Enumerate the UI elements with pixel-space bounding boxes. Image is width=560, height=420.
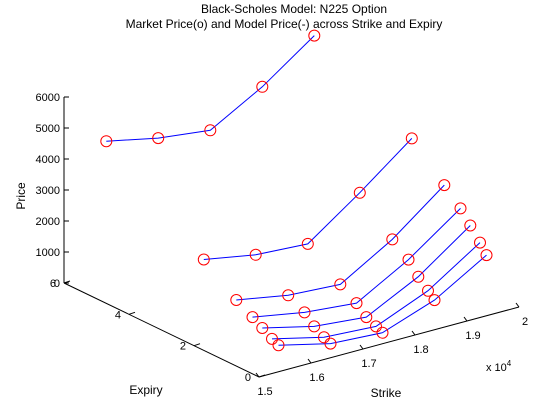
z-tick-label: 3000 bbox=[36, 185, 60, 197]
series-expiry bbox=[230, 179, 451, 306]
y-tick-mark bbox=[193, 343, 201, 347]
market-price-marker bbox=[152, 132, 165, 145]
market-price-marker bbox=[256, 322, 269, 334]
z-tick-label: 5000 bbox=[36, 123, 60, 135]
market-price-marker bbox=[350, 297, 363, 310]
x-tick-mark bbox=[359, 344, 364, 350]
market-price-marker bbox=[405, 132, 418, 145]
market-price-marker bbox=[256, 80, 269, 93]
x-axis-label: Strike bbox=[371, 386, 402, 400]
market-price-marker bbox=[370, 320, 382, 333]
series-expiry bbox=[256, 219, 477, 334]
model-price-line bbox=[252, 208, 461, 318]
x-exponent-label: x 104 bbox=[486, 359, 512, 374]
chart-title: Black-Scholes Model: N225 Option bbox=[201, 2, 387, 16]
x-exponent-power: 4 bbox=[507, 359, 512, 368]
x-tick-mark bbox=[307, 358, 312, 364]
market-price-marker bbox=[474, 236, 486, 249]
market-price-marker bbox=[272, 339, 285, 352]
series-expiry bbox=[246, 202, 467, 324]
y-axis-line bbox=[63, 282, 260, 378]
x-axis-ticks: 1.5 1.6 1.7 1.8 1.9 2 bbox=[255, 302, 528, 398]
y-axis-ticks: 0 2 4 6 bbox=[50, 278, 266, 384]
market-price-marker bbox=[353, 186, 366, 199]
z-tick-label: 1000 bbox=[36, 247, 60, 259]
x-tick-mark bbox=[255, 372, 260, 378]
market-price-marker bbox=[334, 278, 347, 291]
x-tick-mark bbox=[411, 330, 416, 336]
model-price-line bbox=[271, 242, 481, 340]
market-price-marker bbox=[197, 253, 210, 266]
market-price-marker bbox=[318, 331, 330, 344]
model-price-line bbox=[262, 225, 471, 329]
y-tick-mark bbox=[128, 311, 136, 315]
model-price-line bbox=[278, 254, 487, 346]
model-price-line bbox=[203, 138, 413, 260]
x-tick-label: 1.8 bbox=[413, 344, 428, 356]
market-price-marker bbox=[386, 233, 399, 246]
market-price-marker bbox=[301, 237, 314, 250]
model-price-line bbox=[236, 184, 445, 301]
z-tick-label: 4000 bbox=[36, 154, 60, 166]
market-price-marker bbox=[422, 284, 434, 297]
market-price-marker bbox=[438, 179, 451, 192]
market-price-marker bbox=[204, 124, 217, 137]
z-axis-ticks: 0 1000 2000 3000 4000 5000 6000 bbox=[36, 92, 69, 290]
market-price-marker bbox=[100, 135, 113, 148]
market-price-marker bbox=[308, 29, 321, 42]
y-tick-label: 4 bbox=[115, 309, 121, 321]
x-axis-line bbox=[258, 306, 520, 378]
series-expiry bbox=[266, 236, 486, 345]
z-tick-label: 0 bbox=[54, 278, 60, 290]
z-tick-label: 6000 bbox=[36, 92, 60, 104]
market-price-marker bbox=[402, 253, 415, 266]
market-price-marker bbox=[230, 294, 243, 306]
x-tick-label: 2 bbox=[522, 316, 528, 328]
series-layer bbox=[100, 29, 493, 352]
x-tick-label: 1.9 bbox=[465, 330, 480, 342]
market-price-marker bbox=[246, 311, 259, 324]
x-tick-label: 1.5 bbox=[257, 386, 272, 398]
market-price-marker bbox=[480, 249, 493, 262]
y-axis-label: Expiry bbox=[129, 383, 162, 397]
market-price-marker bbox=[428, 294, 441, 307]
market-price-marker bbox=[266, 332, 278, 345]
model-price-line bbox=[106, 35, 315, 142]
series-expiry bbox=[272, 249, 493, 352]
market-price-marker bbox=[298, 306, 311, 319]
x-tick-mark bbox=[463, 316, 468, 322]
market-price-marker bbox=[308, 320, 321, 333]
market-price-marker bbox=[324, 337, 337, 350]
y-tick-label: 0 bbox=[245, 372, 251, 384]
x-tick-label: 1.7 bbox=[361, 358, 376, 370]
x-tick-mark bbox=[515, 302, 520, 308]
market-price-marker bbox=[249, 248, 262, 261]
x-tick-label: 1.6 bbox=[309, 372, 324, 384]
market-price-marker bbox=[282, 289, 295, 302]
z-tick-label: 2000 bbox=[36, 216, 60, 228]
market-price-marker bbox=[454, 202, 467, 215]
y-tick-mark bbox=[258, 374, 266, 378]
y-tick-label: 6 bbox=[50, 278, 56, 290]
series-expiry bbox=[100, 29, 321, 148]
z-axis-label: Price bbox=[14, 182, 28, 210]
y-tick-mark bbox=[63, 280, 71, 284]
chart-subtitle: Market Price(o) and Model Price(-) acros… bbox=[126, 17, 443, 31]
market-price-marker bbox=[376, 326, 389, 339]
x-exponent-base: x 10 bbox=[486, 362, 507, 374]
market-price-marker bbox=[412, 270, 425, 283]
series-expiry bbox=[197, 132, 418, 266]
market-price-marker bbox=[464, 219, 477, 232]
y-tick-label: 2 bbox=[180, 341, 186, 353]
market-price-marker bbox=[360, 311, 373, 324]
